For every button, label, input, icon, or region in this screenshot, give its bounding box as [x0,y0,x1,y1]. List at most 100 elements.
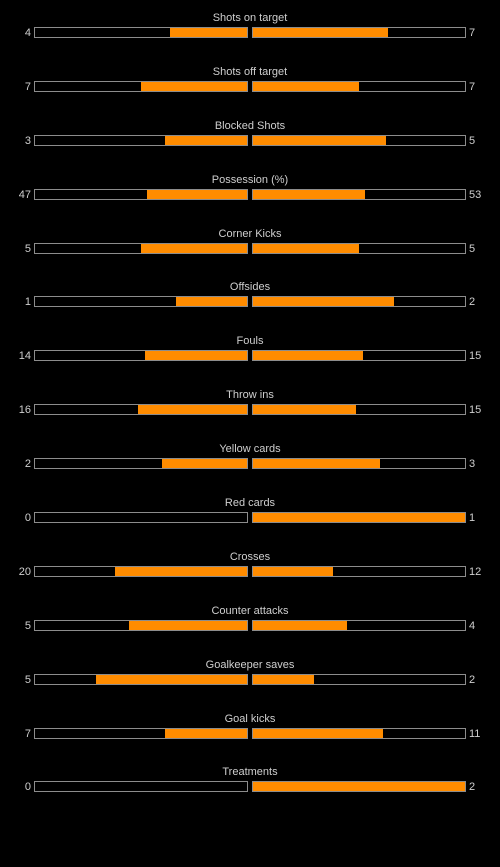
home-value: 4 [24,27,31,39]
stat-label: Counter attacks [211,604,289,617]
away-bar-fill [253,28,388,37]
stat-label: Shots off target [212,65,288,78]
stat-row: Yellow cards 2 3 [0,441,500,495]
home-bar [34,404,248,416]
home-value: 7 [24,727,31,740]
stat-label: Treatments [222,766,278,779]
home-bar-fill [129,620,247,630]
home-bar [34,619,248,631]
stat-label: Blocked Shots [214,119,286,132]
away-value: 7 [469,80,476,93]
away-bar-fill [253,566,333,576]
away-bar [252,350,466,362]
away-bar-fill [253,351,363,361]
away-bar [252,619,466,631]
home-value: 2 [24,458,31,471]
stat-row: Goal kicks 7 11 [0,711,500,765]
away-value: 5 [469,242,476,255]
home-bar-fill [95,674,247,684]
stat-row: Fouls 14 15 [0,333,500,387]
stat-label: Possession (%) [211,173,289,186]
home-bar-fill [141,243,247,253]
away-bar [252,673,466,685]
away-value: 3 [469,458,476,471]
home-value: 16 [18,404,31,417]
stat-row: Shots on target 4 7 [0,10,500,64]
away-bar-fill [253,81,359,91]
home-value: 47 [18,188,31,201]
away-bar-fill [253,135,386,145]
home-bar-fill [176,297,247,307]
home-bar [34,27,248,38]
away-value: 12 [469,565,482,578]
away-value: 15 [469,404,482,417]
stat-label: Throw ins [226,389,274,402]
away-bar-fill [253,459,381,469]
away-bar [252,565,466,577]
away-bar [252,188,466,200]
away-bar [252,458,466,470]
home-bar-fill [147,189,247,199]
away-bar [252,404,466,416]
away-bar-fill [253,728,383,738]
away-bar [252,242,466,254]
stat-label: Corner Kicks [218,227,282,240]
away-bar-fill [253,513,465,523]
home-value: 0 [24,512,31,525]
away-value: 5 [469,134,476,147]
stat-label: Goalkeeper saves [205,658,295,671]
away-bar [252,27,466,38]
home-value: 14 [18,350,31,363]
away-bar-fill [253,674,314,684]
stat-label: Shots on target [212,12,288,24]
away-bar [252,134,466,146]
stat-label: Offsides [229,281,271,294]
stat-label: Red cards [224,497,276,510]
away-bar-fill [253,782,465,792]
away-bar-fill [253,189,366,199]
away-bar [252,512,466,524]
home-value: 20 [18,565,31,578]
away-bar [252,80,466,92]
away-value: 2 [469,781,476,794]
home-bar [34,512,248,524]
home-bar [34,781,248,793]
home-bar [34,565,248,577]
away-value: 15 [469,350,482,363]
stat-row: Treatments 0 2 [0,764,500,818]
away-value: 11 [469,727,481,740]
stat-row: Red cards 0 1 [0,495,500,549]
away-value: 53 [469,188,482,201]
away-bar [252,727,466,739]
stat-row: Throw ins 16 15 [0,387,500,441]
home-bar-fill [137,405,247,415]
home-bar [34,350,248,362]
home-bar [34,134,248,146]
away-bar-fill [253,405,356,415]
stat-row: Shots off target 7 7 [0,64,500,118]
home-bar-fill [164,728,247,738]
stat-label: Crosses [229,550,271,563]
home-bar-fill [162,459,247,469]
home-bar [34,242,248,254]
home-bar [34,458,248,470]
away-value: 7 [469,27,476,39]
stat-row: Offsides 1 2 [0,279,500,333]
away-value: 4 [469,619,476,632]
home-value: 5 [24,673,31,686]
home-bar [34,188,248,200]
home-bar [34,80,248,92]
home-value: 3 [24,134,31,147]
home-bar-fill [114,566,247,576]
home-value: 5 [24,619,31,632]
home-bar-fill [141,81,247,91]
stat-row: Corner Kicks 5 5 [0,226,500,280]
away-value: 2 [469,673,476,686]
away-value: 2 [469,296,476,309]
home-bar [34,296,248,308]
home-bar [34,727,248,739]
away-bar [252,781,466,793]
home-value: 7 [24,80,31,93]
match-stats-list: Shots on target 4 7 Shots off target 7 7 Block… [0,10,500,818]
away-bar-fill [253,243,359,253]
